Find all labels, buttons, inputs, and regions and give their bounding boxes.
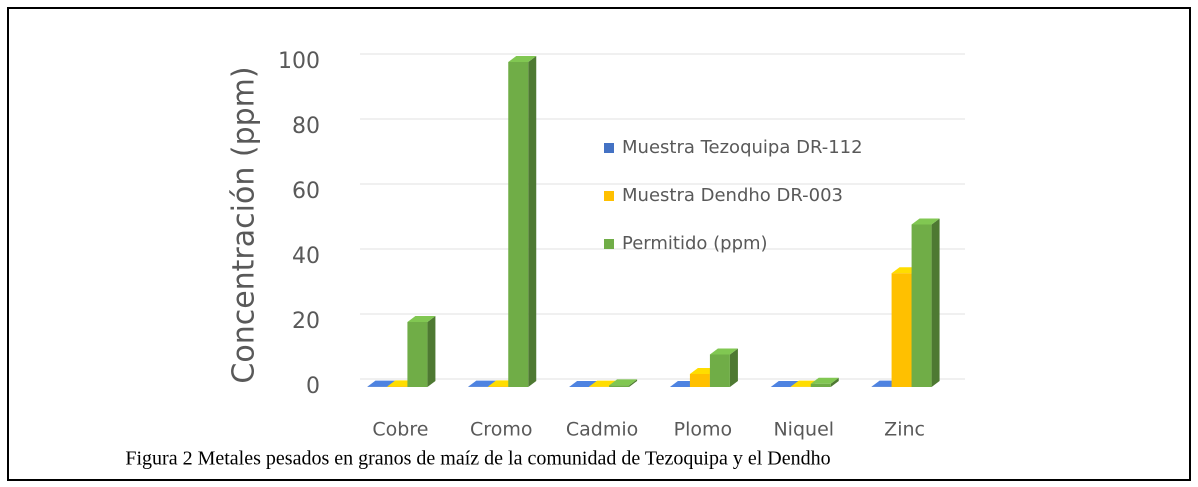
bar-top bbox=[468, 380, 497, 387]
frame bbox=[7, 7, 1191, 481]
y-tick-label: 0 bbox=[306, 374, 320, 399]
x-tick-label: Cromo bbox=[470, 419, 532, 441]
bar-top bbox=[709, 348, 738, 355]
legend-label: Muestra Dendho DR-003 bbox=[622, 185, 843, 206]
bar bbox=[891, 273, 912, 387]
x-tick-label: Cobre bbox=[372, 419, 428, 441]
bar-top bbox=[569, 381, 598, 387]
legend-swatch bbox=[604, 143, 614, 153]
bar bbox=[810, 383, 831, 387]
x-tick-label: Zinc bbox=[884, 419, 925, 441]
legend-label: Muestra Tezoquipa DR-112 bbox=[622, 137, 863, 158]
bar-top bbox=[508, 56, 537, 62]
y-tick-label: 60 bbox=[292, 179, 320, 204]
bar bbox=[508, 62, 529, 387]
bar-side bbox=[729, 348, 738, 387]
x-tick-label: Plomo bbox=[674, 419, 733, 441]
legend-swatch bbox=[604, 239, 614, 249]
bar-side bbox=[427, 316, 436, 387]
bar-top bbox=[911, 218, 940, 225]
bar bbox=[609, 385, 630, 387]
y-tick-label: 100 bbox=[278, 49, 320, 74]
bar-top bbox=[407, 316, 436, 322]
bar-side bbox=[528, 56, 537, 387]
y-tick-label: 40 bbox=[292, 244, 320, 269]
x-tick-label: Cadmio bbox=[566, 419, 638, 441]
bar bbox=[709, 354, 730, 387]
bar-top bbox=[810, 377, 839, 384]
bar-top bbox=[770, 381, 799, 387]
bar bbox=[488, 386, 509, 387]
bar-top bbox=[367, 380, 396, 387]
bar-top bbox=[609, 379, 638, 386]
bar bbox=[387, 386, 408, 387]
bar-side bbox=[629, 379, 638, 387]
bar bbox=[407, 322, 428, 387]
x-tick-label: Niquel bbox=[773, 419, 834, 441]
legend-label: Permitido (ppm) bbox=[622, 233, 768, 254]
legend-swatch bbox=[604, 191, 614, 201]
bar bbox=[689, 374, 710, 387]
bar-side bbox=[830, 377, 839, 387]
y-axis-title: Concentración (ppm) bbox=[227, 66, 262, 383]
y-tick-label: 80 bbox=[292, 114, 320, 139]
y-tick-label: 20 bbox=[292, 309, 320, 334]
bar bbox=[911, 224, 932, 387]
bar-side bbox=[931, 218, 940, 387]
caption: Figura 2 Metales pesados en granos de ma… bbox=[125, 448, 830, 470]
